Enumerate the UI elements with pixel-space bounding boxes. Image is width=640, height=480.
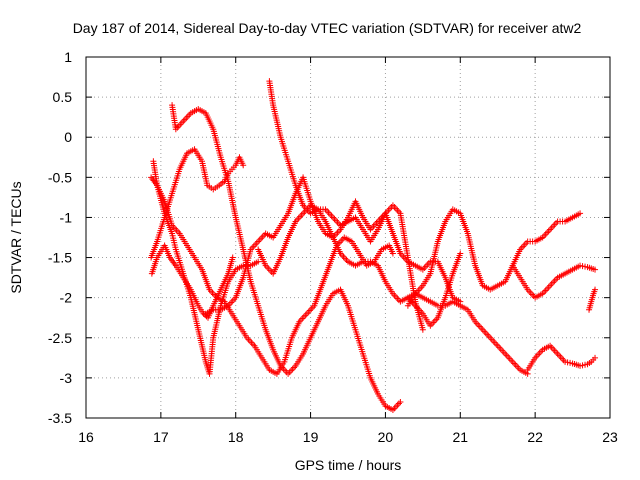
x-tick-label: 17 [153, 429, 169, 445]
series-arc-8 [255, 202, 531, 377]
x-tick-labels: 16 17 18 19 20 21 22 23 [78, 429, 618, 445]
y-tick-label: -1 [60, 209, 73, 225]
plot-frame [85, 56, 611, 419]
series-arc-13 [586, 286, 599, 313]
data-point [592, 266, 599, 273]
y-tick-label: -1.5 [48, 250, 72, 266]
data-points [148, 78, 599, 413]
data-point [592, 354, 599, 361]
x-tick-label: 19 [303, 429, 319, 445]
data-point [419, 326, 426, 333]
axis-ticks [85, 56, 611, 419]
y-tick-label: -0.5 [48, 169, 72, 185]
data-point [592, 286, 599, 293]
data-point [229, 254, 236, 261]
data-point [389, 250, 396, 257]
x-axis-label: GPS time / hours [295, 457, 402, 473]
x-tick-label: 20 [378, 429, 394, 445]
grid [86, 57, 610, 418]
data-point [255, 258, 262, 265]
data-point [457, 250, 464, 257]
series-arc-10 [404, 250, 464, 329]
data-point [397, 398, 404, 405]
x-tick-label: 21 [452, 429, 468, 445]
series-arc-5 [169, 102, 404, 413]
y-axis-label: SDTVAR / TECUs [8, 181, 24, 293]
series-arc-1 [148, 146, 247, 261]
data-point [240, 162, 247, 169]
series-arc-3 [150, 158, 262, 377]
y-tick-label: 0 [64, 129, 72, 145]
series-arc-2 [148, 242, 236, 321]
series-arc-11 [509, 262, 599, 301]
x-tick-label: 22 [527, 429, 543, 445]
series-arc-7 [202, 174, 464, 317]
data-point [577, 210, 584, 217]
y-tick-label: 0.5 [53, 89, 73, 105]
series-arc-9 [404, 206, 584, 309]
y-tick-label: -3 [60, 370, 73, 386]
y-tick-labels: 1 0.5 0 -0.5 -1 -1.5 -2 -2.5 -3 -3.5 [48, 49, 72, 426]
x-tick-label: 18 [228, 429, 244, 445]
x-tick-label: 16 [78, 429, 94, 445]
y-tick-label: 1 [64, 49, 72, 65]
y-tick-label: -3.5 [48, 410, 72, 426]
y-tick-label: -2.5 [48, 330, 72, 346]
series-arc-12 [524, 342, 599, 373]
chart-title: Day 187 of 2014, Sidereal Day-to-day VTE… [73, 20, 582, 36]
y-tick-label: -2 [60, 290, 73, 306]
x-tick-label: 23 [602, 429, 618, 445]
